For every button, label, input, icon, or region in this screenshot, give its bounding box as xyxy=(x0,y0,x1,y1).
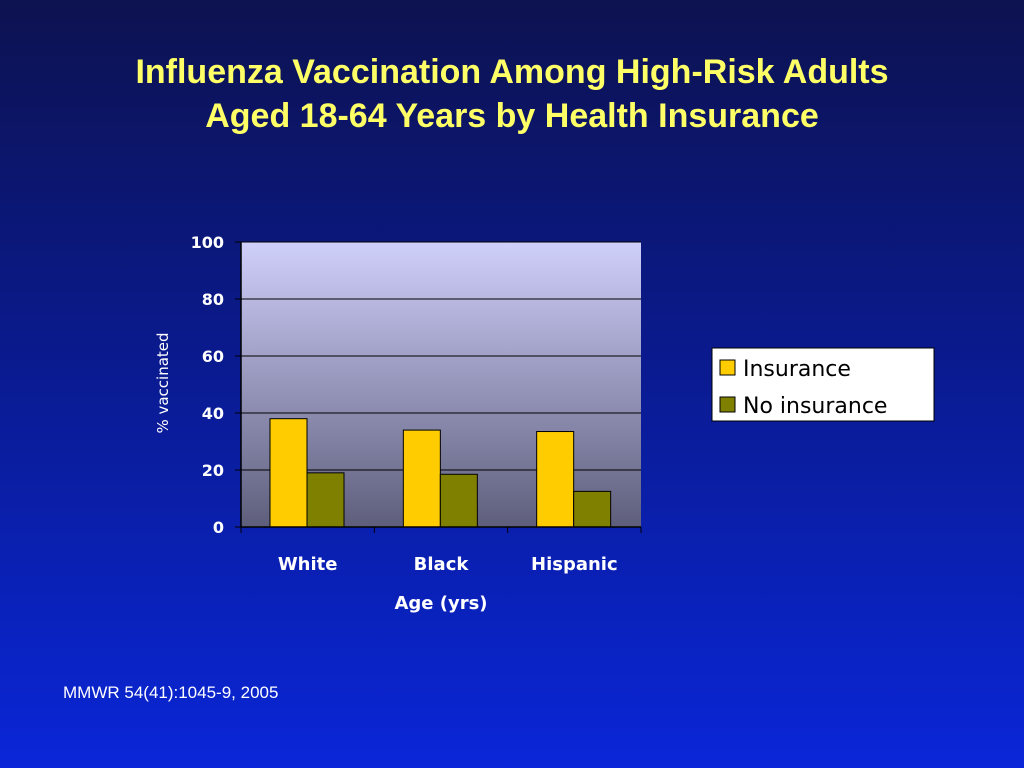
legend-label: No insurance xyxy=(743,394,887,419)
source-citation: MMWR 54(41):1045-9, 2005 xyxy=(63,683,279,702)
x-axis-label: Age (yrs) xyxy=(394,593,487,614)
bar-no-insurance-white xyxy=(306,472,345,528)
y-axis-label: % vaccinated xyxy=(154,332,172,433)
bar-no-insurance-black xyxy=(439,473,478,528)
bar-insurance-black xyxy=(402,429,441,528)
x-tick-label: Hispanic xyxy=(531,554,618,575)
legend: Insurance No insurance xyxy=(711,347,935,422)
bar-no-insurance-hispanic xyxy=(573,490,612,528)
y-tick-label: 40 xyxy=(202,404,224,423)
y-tick-label: 100 xyxy=(191,233,224,252)
bar-insurance-hispanic xyxy=(536,431,575,528)
slide-title: Influenza Vaccination Among High-Risk Ad… xyxy=(0,50,1024,138)
y-tick-label: 20 xyxy=(202,461,224,480)
legend-swatch xyxy=(719,359,736,376)
title-line-2: Aged 18-64 Years by Health Insurance xyxy=(205,97,819,135)
y-tick-label: 0 xyxy=(213,518,224,537)
y-tick-label: 80 xyxy=(202,290,224,309)
x-tick-label: Black xyxy=(414,554,470,575)
legend-label: Insurance xyxy=(743,357,851,382)
legend-swatch xyxy=(719,396,736,413)
bar-insurance-white xyxy=(269,418,308,528)
title-line-1: Influenza Vaccination Among High-Risk Ad… xyxy=(135,53,889,91)
x-tick-label: White xyxy=(278,554,338,575)
y-tick-label: 60 xyxy=(202,347,224,366)
